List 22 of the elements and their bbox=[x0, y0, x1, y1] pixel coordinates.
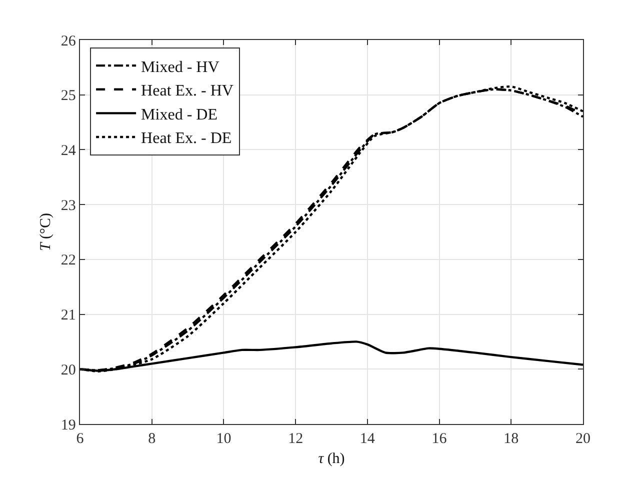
x-tick-label: 10 bbox=[216, 431, 232, 448]
x-tick-label: 16 bbox=[432, 431, 448, 448]
y-tick-label: 19 bbox=[60, 417, 76, 434]
y-tick-label: 26 bbox=[60, 33, 76, 50]
y-tick-label: 22 bbox=[60, 252, 76, 269]
x-tick-label: 8 bbox=[148, 431, 156, 448]
y-tick-label: 20 bbox=[60, 362, 76, 378]
x-tick-label: 12 bbox=[288, 431, 304, 448]
legend-label: Heat Ex. - HV bbox=[141, 82, 234, 100]
x-tick-label: 6 bbox=[76, 431, 84, 448]
legend-label: Mixed - HV bbox=[141, 58, 220, 76]
y-tick-label: 24 bbox=[60, 142, 76, 159]
x-tick-label: 20 bbox=[576, 431, 590, 448]
y-tick-label: 25 bbox=[60, 88, 76, 104]
x-tick-label: 14 bbox=[360, 431, 376, 448]
y-tick-label: 21 bbox=[60, 308, 76, 324]
x-axis-title: τ (h) bbox=[318, 451, 345, 468]
legend-label: Mixed - DE bbox=[141, 106, 218, 124]
x-tick-label: 18 bbox=[504, 431, 519, 448]
y-tick-label: 23 bbox=[60, 198, 76, 214]
legend-label: Heat Ex. - DE bbox=[141, 130, 232, 148]
y-axis-title: T (°C) bbox=[38, 212, 54, 252]
